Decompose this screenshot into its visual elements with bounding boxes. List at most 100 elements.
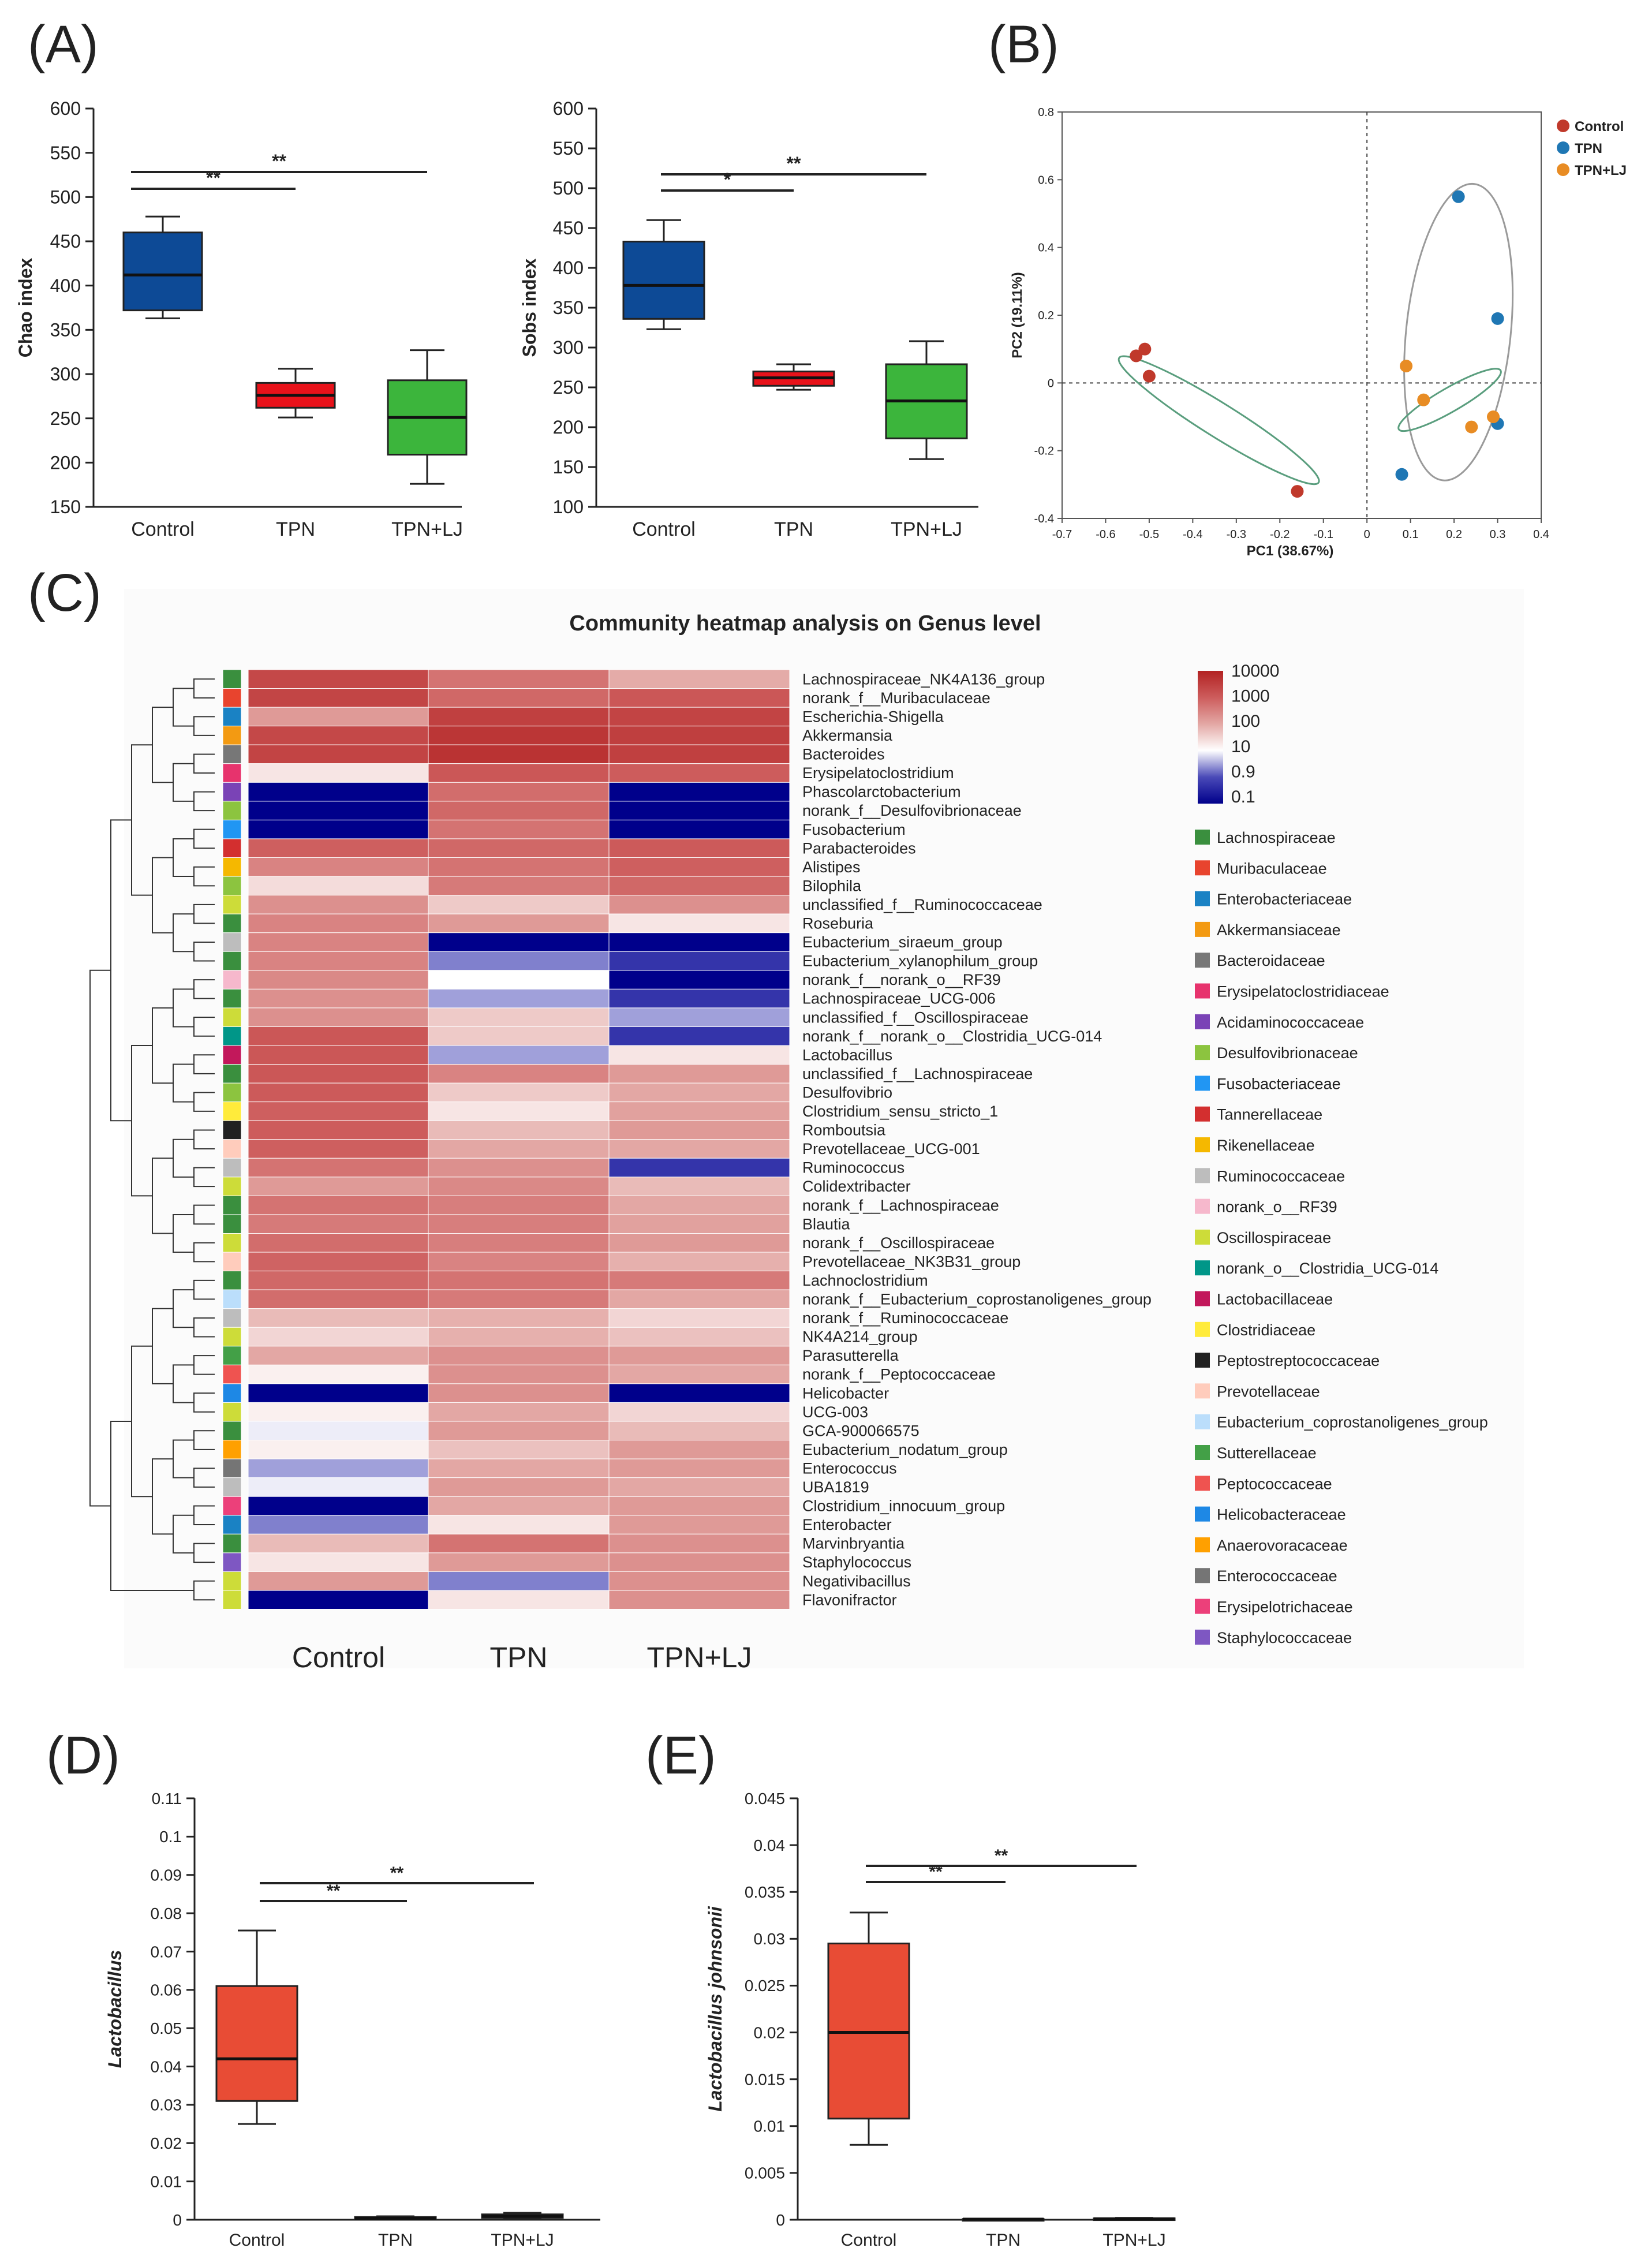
row-label: Akkermansia (802, 727, 893, 744)
heatmap-cell (428, 1496, 610, 1516)
heatmap-cell (248, 1364, 429, 1384)
x-tick-label: 0.3 (1490, 528, 1506, 541)
heatmap-cell (428, 1252, 610, 1272)
chart-pca: -0.7 -0.6 -0.5 -0.4 -0.3 -0.2 -0.1 0 0.1 0.2 0.3 0.… (1010, 106, 1627, 559)
heatmap-cell (248, 951, 429, 971)
row-label: Clostridium_sensu_stricto_1 (802, 1103, 998, 1120)
y-axis-label: Sobs index (519, 258, 540, 357)
y-tick-label: 0 (776, 2211, 785, 2229)
heatmap-cell (248, 1496, 429, 1516)
y-tick-label: 200 (553, 417, 584, 438)
y-tick-label: 0.03 (754, 1930, 786, 1948)
heatmap-cell (428, 744, 610, 764)
y-tick-label: 550 (553, 138, 584, 159)
heatmap-cell (428, 819, 610, 839)
heatmap-cell (608, 1064, 790, 1084)
chart-lactobacillus: 0 0.01 0.02 0.03 0.04 0.05 0.06 0.07 0.08 0.09 0.1… (104, 1790, 600, 2250)
heatmap-cell (608, 1571, 790, 1591)
heatmap-title: Community heatmap analysis on Genus leve… (569, 611, 1041, 636)
family-legend-swatch (1195, 1568, 1210, 1584)
y-tick-label: 350 (553, 297, 584, 318)
heatmap-cell (608, 913, 790, 934)
heatmap-cell (248, 1533, 429, 1554)
x-axis-label: PC1 (38.67%) (1247, 543, 1334, 559)
row-label: Lachnospiraceae_NK4A136_group (802, 670, 1045, 688)
family-legend-label: norank_o__RF39 (1217, 1198, 1337, 1216)
y-tick-label: 0.2 (1038, 309, 1054, 322)
family-color-cell (222, 895, 242, 914)
heatmap-cell (248, 857, 429, 877)
box-control (622, 240, 705, 320)
y-tick-label: 400 (50, 275, 81, 296)
family-legend-swatch (1195, 1599, 1210, 1614)
family-color-cell (222, 707, 242, 727)
family-color-cell (222, 1120, 242, 1140)
heatmap-cell (608, 819, 790, 839)
family-color-cell (222, 1026, 242, 1046)
heatmap-cell (608, 744, 790, 764)
heatmap-cell (248, 1477, 429, 1497)
heatmap-cell (428, 913, 610, 934)
heatmap-cell (248, 1139, 429, 1159)
heatmap-cell (428, 1289, 610, 1309)
colorbar-label: 10000 (1231, 662, 1279, 681)
chart-genus-heatmap: Community heatmap analysis on Genus leve… (89, 611, 1488, 1674)
heatmap-cell (248, 1064, 429, 1084)
row-label: Eubacterium_siraeum_group (802, 934, 1003, 951)
row-label: norank_f__Ruminococcaceae (802, 1309, 1008, 1327)
heatmap-cell (608, 970, 790, 990)
y-tick-label: 0.05 (151, 2019, 182, 2037)
family-color-cell (222, 1102, 242, 1121)
x-tick-label: 0.4 (1533, 528, 1549, 541)
heatmap-cell (248, 1214, 429, 1234)
heatmap-cell (248, 932, 429, 952)
y-tick-label: 0.01 (754, 2118, 786, 2135)
row-label: norank_f__Desulfovibrionaceae (802, 802, 1022, 819)
heatmap-cell (608, 1233, 790, 1253)
family-legend-label: Fusobacteriaceae (1217, 1075, 1341, 1092)
y-tick-label: 300 (553, 337, 584, 358)
heatmap-cell (608, 1590, 790, 1610)
heatmap-cell (608, 876, 790, 896)
heatmap-cell (608, 1195, 790, 1215)
heatmap-cell (248, 1177, 429, 1196)
family-legend-swatch (1195, 1076, 1210, 1091)
family-legend-swatch (1195, 1476, 1210, 1491)
row-label: Eubacterium_nodatum_group (802, 1441, 1008, 1458)
family-color-cell (222, 801, 242, 820)
row-label: Helicobacter (802, 1384, 889, 1402)
y-tick-label: 0.06 (151, 1981, 182, 1999)
row-label: Eubacterium_xylanophilum_group (802, 953, 1038, 970)
family-legend-swatch (1195, 1383, 1210, 1399)
row-label: Flavonifractor (802, 1591, 897, 1608)
family-legend-swatch (1195, 921, 1210, 937)
row-label: Parasutterella (802, 1347, 899, 1364)
family-legend-swatch (1195, 1106, 1210, 1122)
y-tick-label: -0.2 (1034, 445, 1054, 458)
family-color-cell (222, 1496, 242, 1516)
heatmap-cell (608, 782, 790, 802)
y-tick-label: 0.08 (151, 1905, 182, 1922)
family-color-cell (222, 1233, 242, 1253)
heatmap-cell (608, 726, 790, 745)
heatmap-cell (608, 1271, 790, 1290)
heatmap-cell (248, 1308, 429, 1328)
heatmap-cell (428, 932, 610, 952)
family-legend-label: Helicobacteraceae (1217, 1506, 1346, 1524)
family-color-cell (222, 876, 242, 896)
family-legend-label: Rikenellaceae (1217, 1137, 1315, 1154)
legend-marker (1557, 141, 1569, 154)
family-legend-label: Eubacterium_coprostanoligenes_group (1217, 1414, 1488, 1431)
row-label: Prevotellaceae_UCG-001 (802, 1140, 980, 1157)
heatmap-cell (248, 838, 429, 858)
y-tick-label: 250 (553, 377, 584, 398)
x-tick-label: -0.4 (1183, 528, 1202, 541)
heatmap-cell (428, 1383, 610, 1403)
x-tick-label: -0.3 (1227, 528, 1246, 541)
heatmap-cell (428, 1440, 610, 1459)
x-tick-label: -0.5 (1139, 528, 1159, 541)
family-color-cell (222, 688, 242, 708)
heatmap-cell (248, 1026, 429, 1046)
heatmap-cell (428, 1364, 610, 1384)
data-point-tpn (1395, 468, 1408, 481)
